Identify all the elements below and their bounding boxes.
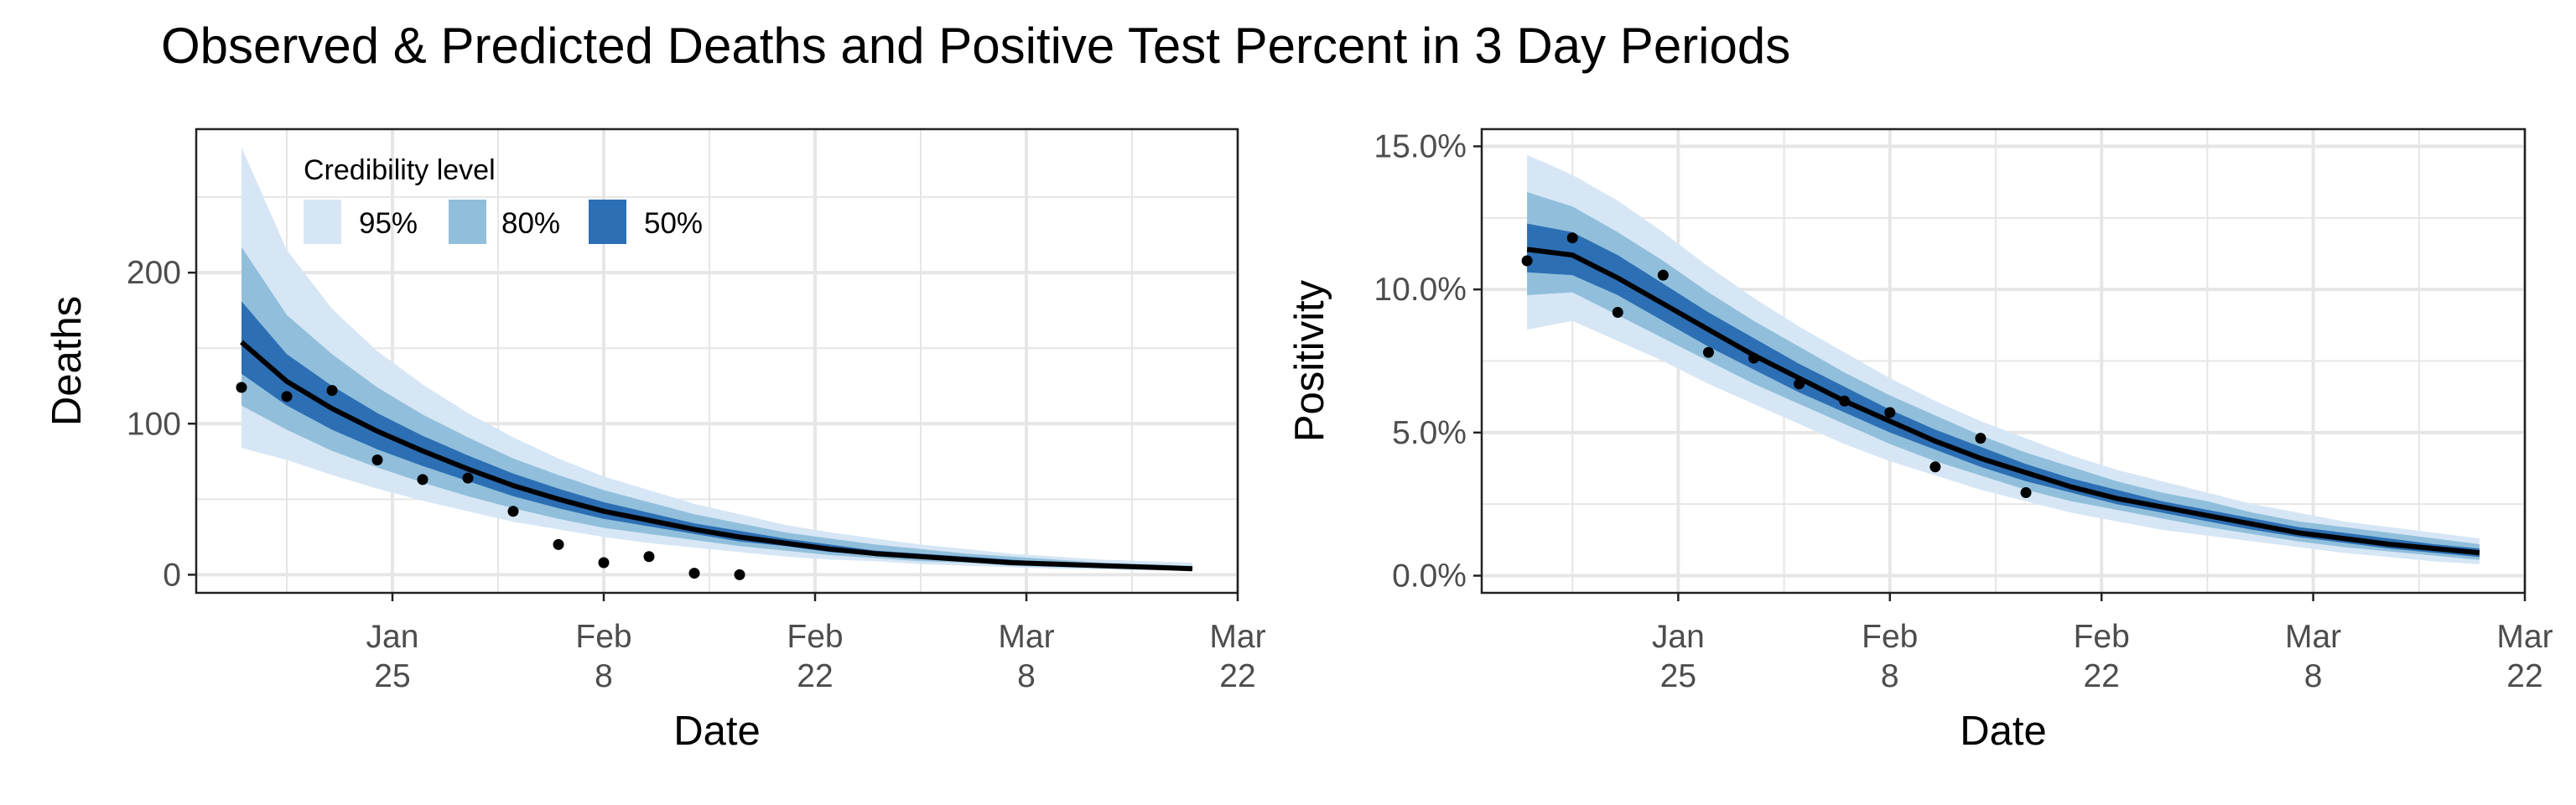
legend-swatch-50 (589, 200, 626, 244)
x-axis-title: Date (673, 709, 761, 754)
median-line (240, 340, 1193, 572)
panel-border (1480, 127, 2527, 595)
observed-point (326, 385, 338, 397)
x-tick-label-day: 22 (2083, 658, 2119, 694)
x-tick-label-month: Mar (998, 619, 1054, 655)
x-axis-title: Date (1960, 709, 2047, 754)
observed-point (507, 506, 519, 517)
observed-point (553, 538, 564, 550)
legend: Credibility level 95% 80% 50% (304, 154, 703, 244)
median-line (1526, 247, 2480, 556)
observed-point (1929, 461, 1941, 473)
x-tick-label-month: Feb (2074, 619, 2130, 655)
x-tick-label-month: Feb (787, 619, 843, 655)
x-tick-label-day: 8 (2304, 658, 2323, 694)
x-tick-label-month: Jan (1652, 619, 1705, 655)
y-tick-label: 10.0% (1374, 272, 1467, 308)
observed-point (462, 472, 474, 484)
y-axis-title: Deaths (44, 296, 90, 426)
observed-point (1566, 232, 1578, 244)
observed-point (1975, 433, 1987, 444)
y-tick-label: 0 (163, 557, 181, 593)
observed-point (281, 391, 293, 402)
observed-point (417, 474, 428, 486)
x-tick-label-day: 22 (2506, 658, 2542, 694)
x-tick-label-month: Mar (2285, 619, 2341, 655)
x-tick-label-day: 8 (1017, 658, 1036, 694)
x-tick-label-day: 25 (1660, 658, 1696, 694)
observed-point (688, 568, 700, 579)
x-tick-label-day: 8 (1881, 658, 1899, 694)
legend-swatch-80 (449, 200, 486, 244)
legend-label-95: 95% (359, 207, 418, 240)
observed-point (2020, 487, 2032, 499)
x-tick-label-day: 8 (595, 658, 613, 694)
x-tick-label-month: Feb (1862, 619, 1918, 655)
y-tick-label: 100 (127, 406, 181, 442)
observed-point (1794, 378, 1805, 390)
x-tick-label-month: Feb (575, 619, 631, 655)
observed-point (1521, 255, 1533, 267)
x-tick-label-month: Jan (366, 619, 419, 655)
legend-title: Credibility level (304, 154, 496, 186)
observed-point (1657, 269, 1669, 281)
legend-label-50: 50% (644, 207, 703, 240)
positivity-panel: 0.0%5.0%10.0%15.0%Jan25Feb8Feb22Mar8Mar2… (1287, 127, 2553, 754)
x-tick-label-month: Mar (1209, 619, 1265, 655)
observed-point (1839, 395, 1851, 407)
observed-point (643, 551, 655, 563)
band-80 (242, 247, 1192, 570)
observed-point (1702, 346, 1714, 358)
observed-point (1748, 352, 1760, 364)
figure-title: Observed & Predicted Deaths and Positive… (161, 18, 1791, 74)
y-tick-label: 15.0% (1374, 128, 1467, 164)
x-tick-label-day: 22 (797, 658, 833, 694)
legend-label-80: 80% (501, 207, 560, 240)
y-tick-label: 5.0% (1392, 415, 1467, 451)
y-tick-label: 200 (127, 255, 181, 291)
observed-point (1884, 407, 1896, 418)
panel-border (195, 127, 1239, 595)
x-tick-label-day: 22 (1219, 658, 1255, 694)
observed-point (598, 557, 610, 569)
y-axis-title: Positivity (1287, 279, 1332, 442)
observed-point (1612, 306, 1623, 318)
observed-point (371, 454, 383, 465)
y-tick-label: 0.0% (1392, 558, 1467, 595)
observed-point (236, 382, 247, 393)
x-tick-label-day: 25 (374, 658, 410, 694)
band-95 (1527, 154, 2480, 564)
legend-swatch-95 (304, 200, 341, 244)
observed-point (734, 569, 745, 580)
x-tick-label-month: Mar (2496, 619, 2553, 655)
